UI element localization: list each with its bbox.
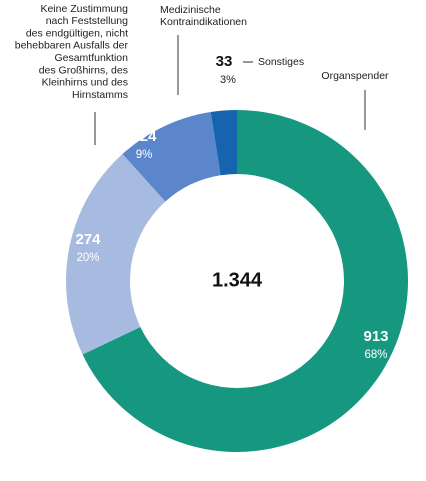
category-label: Sonstiges: [258, 56, 304, 68]
donut-slice: [82, 110, 409, 453]
category-label: Kontraindikationen: [160, 16, 247, 28]
category-label: des Großhirns, des: [39, 64, 128, 76]
category-label: Gesamtfunktion: [54, 52, 128, 64]
donut-slice: [210, 110, 237, 176]
category-label: Keine Zustimmung: [40, 3, 128, 15]
donut-slice: [66, 154, 166, 355]
center-label: 1.344: [212, 269, 263, 291]
donut-slice: [122, 112, 221, 202]
value-label: 124: [131, 128, 157, 145]
share-label: 68%: [364, 349, 387, 361]
category-label: Organspender: [321, 70, 389, 82]
category-label: des endgültigen, nicht: [26, 27, 128, 39]
category-label: Medizinische: [160, 4, 221, 16]
category-label: Kleinhirns und des: [42, 77, 128, 89]
category-label: nach Feststellung: [46, 15, 128, 27]
share-label: 9%: [136, 149, 153, 161]
value-label: 33: [216, 53, 233, 70]
value-label: 274: [75, 231, 101, 248]
share-label: 20%: [76, 252, 99, 264]
category-label: behebbaren Ausfalls der: [15, 40, 129, 52]
share-label: 3%: [220, 74, 236, 86]
category-label: Hirnstamms: [72, 89, 128, 101]
value-label: 913: [363, 328, 388, 345]
